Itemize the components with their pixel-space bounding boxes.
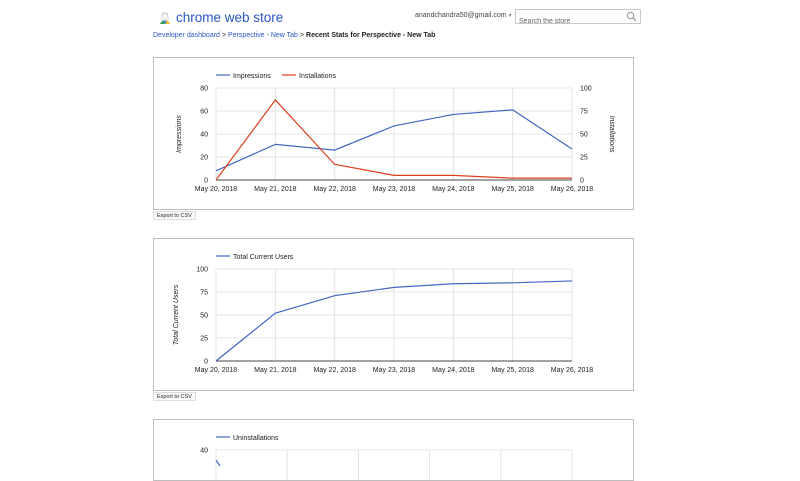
- y-axis-label: Total Current Users: [173, 284, 180, 345]
- x-tick-label: May 23, 2018: [373, 186, 416, 193]
- x-tick-label: May 22, 2018: [313, 367, 356, 374]
- uninstallations-chart: Uninstallations 40: [153, 419, 634, 481]
- chart-svg: 0 25 50 75 100 May 20, 2018 May 21, 2018 May 22…: [173, 254, 594, 374]
- y-tick-label-right: 75: [580, 109, 588, 116]
- breadcrumb-extension[interactable]: Perspective - New Tab: [228, 32, 298, 39]
- uninstallations-line: [215, 459, 221, 467]
- legend-total-current-users: Total Current Users: [233, 254, 294, 261]
- y-tick-label: 40: [200, 132, 208, 139]
- x-tick-label: May 23, 2018: [373, 367, 416, 374]
- y-tick-label: 40: [200, 448, 208, 455]
- x-tick-label: May 20, 2018: [195, 186, 238, 193]
- y-tick-label-right: 100: [580, 86, 592, 93]
- legend: Total Current Users: [216, 254, 294, 261]
- store-logo[interactable]: chrome web store: [158, 10, 283, 25]
- breadcrumb-separator: >: [221, 32, 227, 39]
- export-csv-button[interactable]: Export to CSV: [153, 211, 196, 220]
- chevron-down-icon: ▾: [508, 13, 512, 19]
- series-line-total-current-users: [215, 280, 573, 362]
- y-tick-label: 50: [200, 313, 208, 320]
- y-tick-label-right: 25: [580, 155, 588, 162]
- header: chrome web store anandchandra50@gmail.co…: [158, 8, 642, 32]
- total-current-users-chart: 0 25 50 75 100 May 20, 2018 May 21, 2018 May 22…: [153, 238, 634, 391]
- x-tick-label: May 25, 2018: [491, 186, 534, 193]
- y-tick-label: 0: [204, 178, 208, 185]
- impressions-installations-chart: 0 20 40 60 80 0 25 50 75 100 May 20, 2018 May 21, 2…: [153, 57, 634, 210]
- y-tick-label: 0: [204, 359, 208, 366]
- legend-uninstallations: Uninstallations: [233, 435, 279, 442]
- legend-impressions: Impressions: [233, 73, 271, 80]
- account-email: anandchandra50@gmail.com: [415, 12, 507, 19]
- logo-text: chrome web store: [176, 10, 284, 25]
- search-icon[interactable]: [626, 11, 637, 22]
- y-tick-label: 80: [200, 86, 208, 93]
- x-tick-label: May 21, 2018: [254, 186, 297, 193]
- search-box[interactable]: [515, 9, 641, 28]
- legend: Uninstallations: [216, 435, 279, 442]
- y-tick-label: 20: [200, 155, 208, 162]
- legend-installations: Installations: [299, 73, 336, 80]
- x-tick-label: May 24, 2018: [432, 186, 475, 193]
- x-tick-label: May 24, 2018: [432, 367, 475, 374]
- y-tick-label: 100: [196, 267, 208, 274]
- breadcrumb-developer-dashboard[interactable]: Developer dashboard: [153, 32, 220, 39]
- x-tick-label: May 25, 2018: [491, 367, 534, 374]
- x-tick-label: May 26, 2018: [551, 186, 594, 193]
- search-input[interactable]: [516, 15, 622, 28]
- y-tick-label-right: 0: [580, 178, 584, 185]
- breadcrumb-separator: >: [299, 32, 305, 39]
- chart-svg: 0 20 40 60 80 0 25 50 75 100 May 20, 2018 May 21, 2…: [176, 73, 615, 193]
- y-axis-label-left: Impressions: [176, 115, 183, 153]
- breadcrumb: Developer dashboard > Perspective - New Ta…: [153, 32, 435, 39]
- y-tick-label-right: 50: [580, 132, 588, 139]
- breadcrumb-current: Recent Stats for Perspective - New Tab: [306, 32, 436, 39]
- chrome-web-store-icon: [160, 11, 170, 24]
- x-tick-label: May 21, 2018: [254, 367, 297, 374]
- export-csv-button[interactable]: Export to CSV: [153, 392, 196, 401]
- series-line-installations: [215, 99, 572, 181]
- chart-svg: Uninstallations 40: [200, 435, 573, 480]
- series-line-impressions: [215, 109, 573, 172]
- account-menu[interactable]: anandchandra50@gmail.com ▾: [415, 12, 512, 19]
- y-tick-label: 60: [200, 109, 208, 116]
- y-axis-label-right: Installations: [608, 116, 615, 153]
- x-tick-label: May 20, 2018: [195, 367, 238, 374]
- x-tick-label: May 26, 2018: [551, 367, 594, 374]
- x-tick-label: May 22, 2018: [313, 186, 356, 193]
- legend: Impressions Installations: [216, 73, 336, 80]
- y-tick-label: 75: [200, 290, 208, 297]
- y-tick-label: 25: [200, 336, 208, 343]
